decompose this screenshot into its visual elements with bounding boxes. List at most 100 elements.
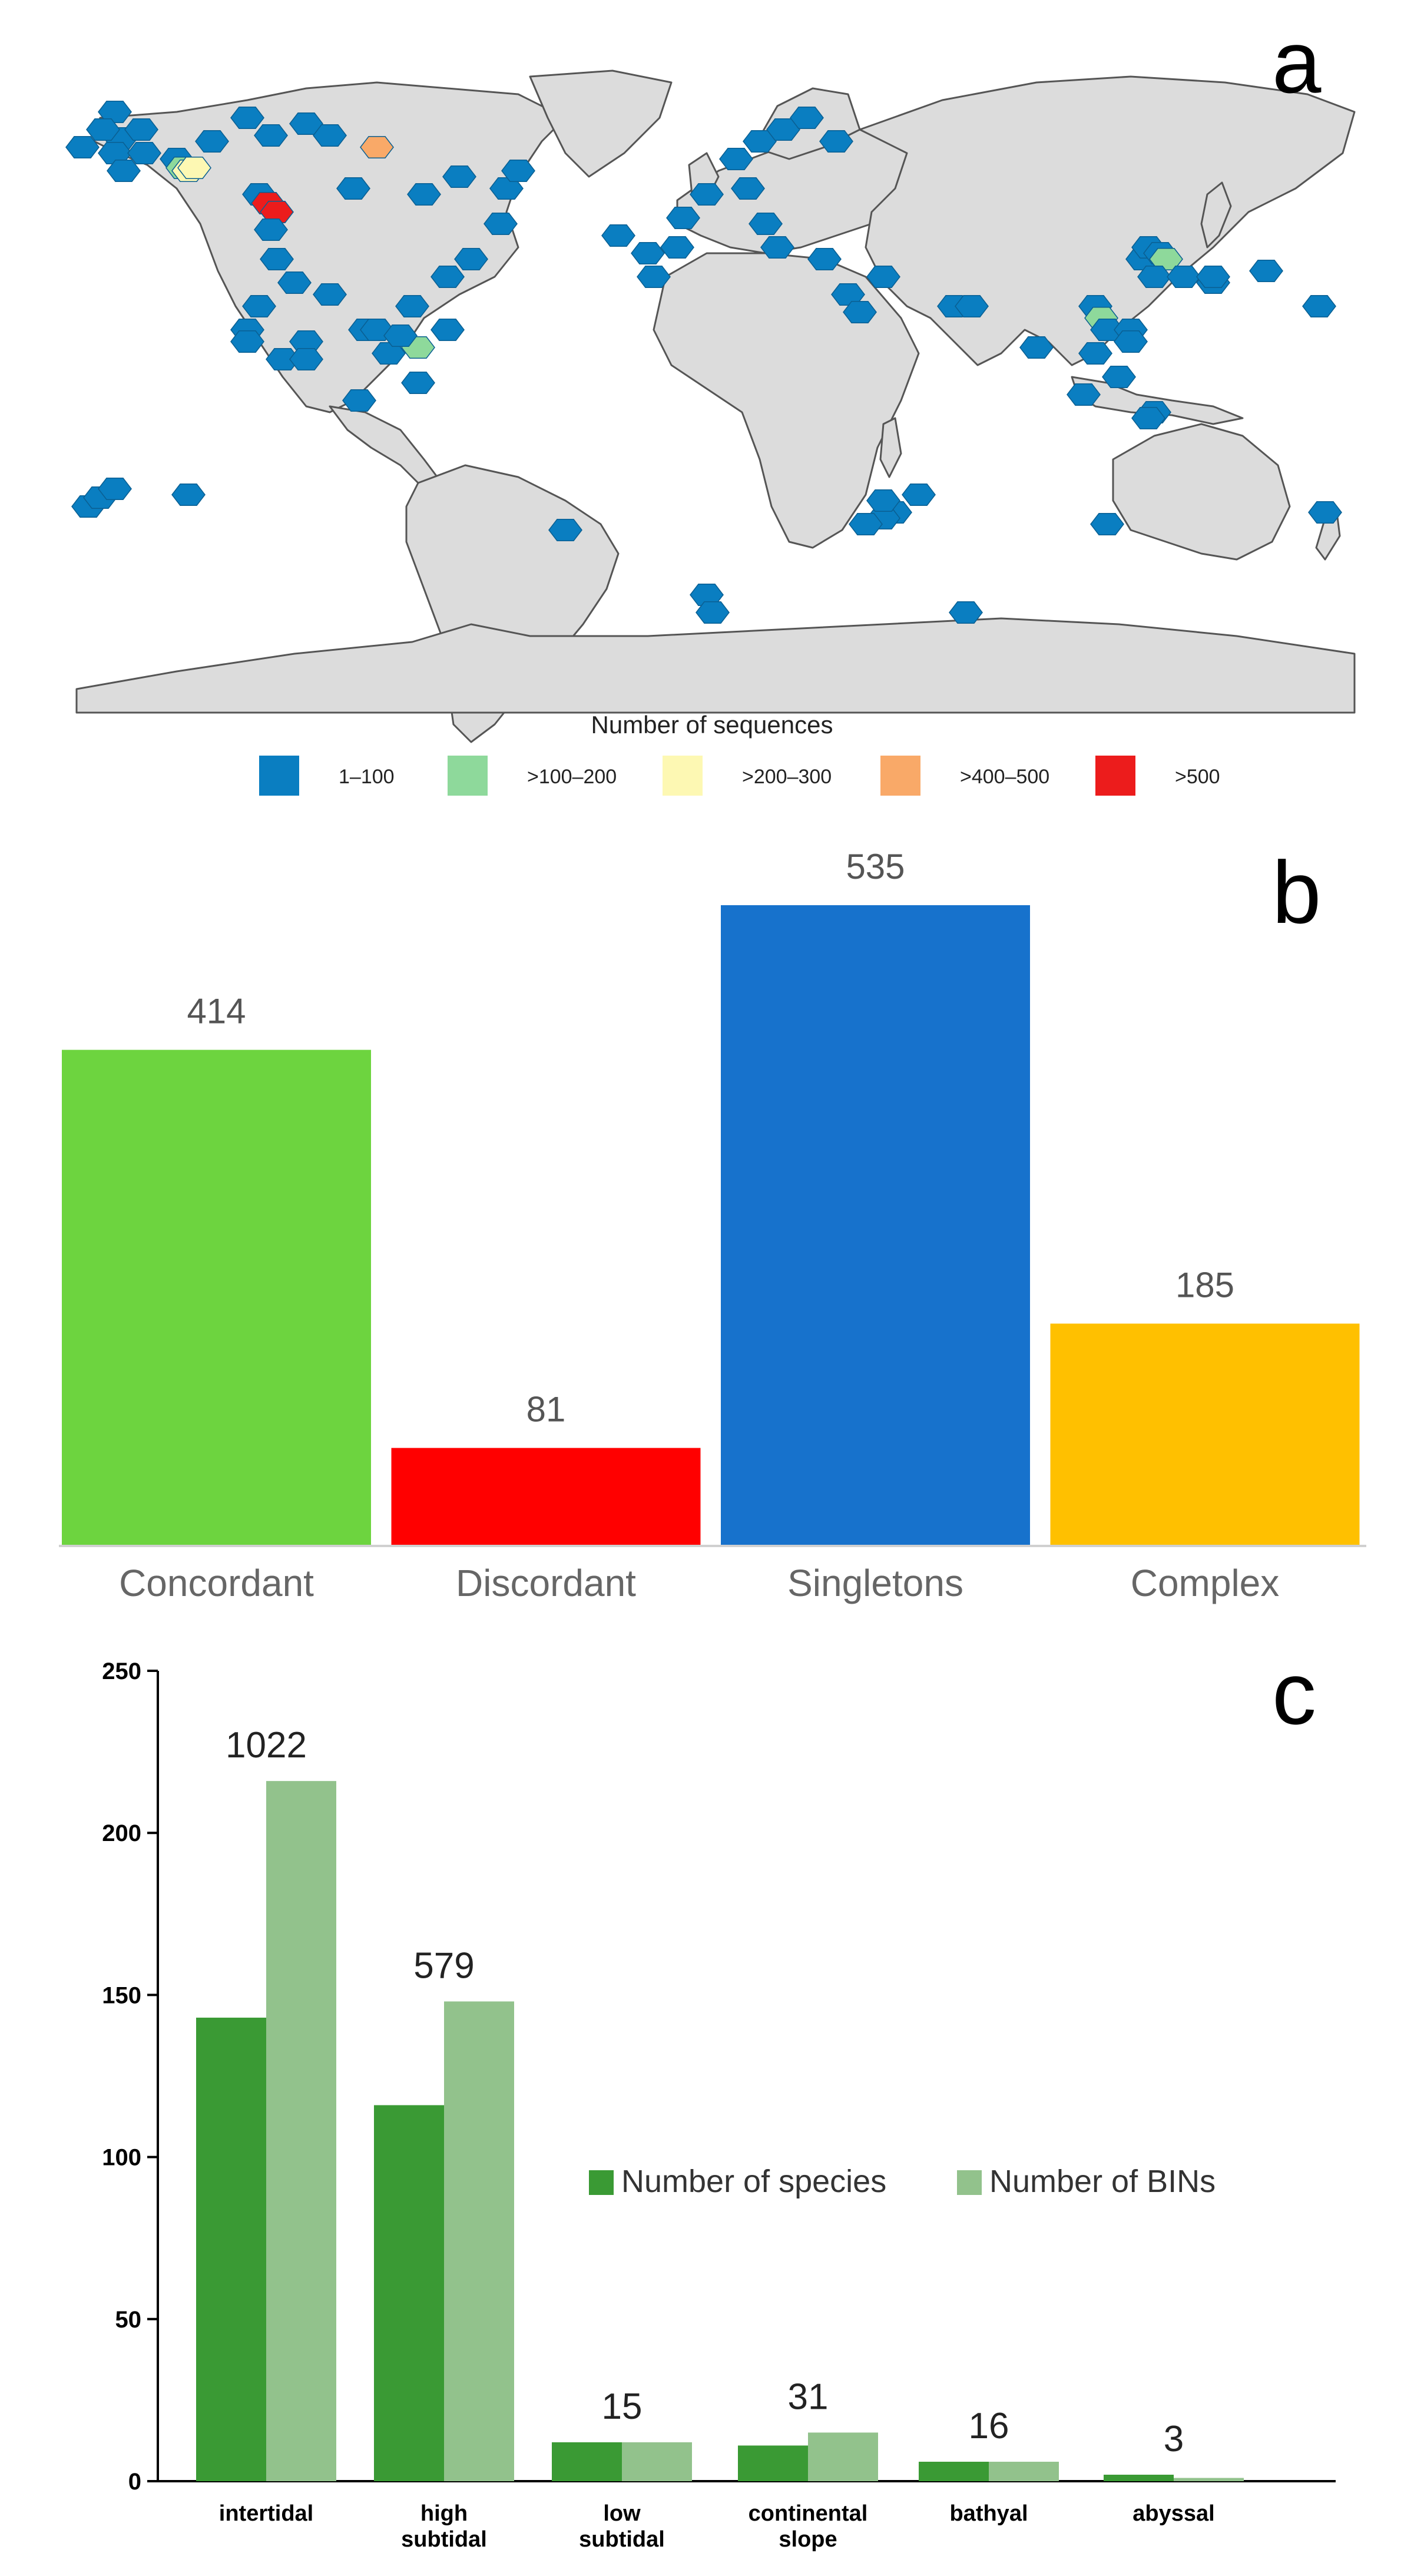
map-legend-title: Number of sequences xyxy=(591,711,833,739)
map-hex-cell xyxy=(107,160,141,182)
land-japan xyxy=(1200,181,1232,249)
bar-species-low-subtidal xyxy=(552,2442,622,2481)
category-label-bathyal: bathyal xyxy=(949,2501,1028,2526)
map-hex-cell xyxy=(407,183,441,206)
bar-bins-abyssal xyxy=(1174,2478,1244,2481)
land-greenland xyxy=(529,69,673,178)
map-hex-cell xyxy=(866,489,900,512)
bar-species-bathyal xyxy=(919,2461,989,2481)
map-hex-cell xyxy=(171,484,206,506)
panel-b-chart: b 414 Concordant 81 Discordant 535 Singletons… xyxy=(0,825,1424,1614)
map-hex-cell xyxy=(902,484,936,506)
map-hex-cell xyxy=(430,266,465,288)
map-hex-cell xyxy=(1102,366,1136,388)
legend-swatch-5 xyxy=(1095,756,1135,796)
category-label-discordant: Discordant xyxy=(456,1562,636,1604)
land-madagascar xyxy=(879,417,902,478)
map-hex-cell xyxy=(430,319,465,341)
legend-swatch-2 xyxy=(448,756,488,796)
panel-c-chart: c 0 50 100 150 200 250 1022 intertidal 579 high su… xyxy=(0,1614,1424,2573)
map-hex-cell xyxy=(177,157,211,179)
map-hex-cell xyxy=(395,295,429,317)
legend-swatch-species xyxy=(589,2170,614,2195)
legend-label-2: >100–200 xyxy=(527,766,617,788)
map-hex-cell xyxy=(1067,383,1101,406)
legend-label-5: >500 xyxy=(1175,766,1220,788)
map-hex-cell xyxy=(277,271,312,294)
category-label-continental-slope: slope xyxy=(779,2527,837,2552)
map-hex-cell xyxy=(1308,501,1342,524)
map-hex-cell xyxy=(760,236,794,259)
map-hex-cell xyxy=(342,389,376,412)
map-hex-cell xyxy=(866,266,900,288)
panel-letter-b: b xyxy=(1272,843,1322,942)
map-hex-cell xyxy=(230,107,264,129)
map-hex-cell xyxy=(1196,266,1230,288)
map-hex-cell xyxy=(631,242,665,264)
chart-b-svg: 414 Concordant 81 Discordant 535 Singletons 18… xyxy=(59,847,1366,1604)
bar-species-intertidal xyxy=(196,2017,266,2481)
land-antarctica xyxy=(75,617,1356,714)
map-hex-cell xyxy=(86,118,120,141)
map-hex-cell xyxy=(790,107,824,129)
bar-complex xyxy=(1050,1323,1360,1545)
map-hex-cell xyxy=(548,519,582,541)
map-hex-cell xyxy=(1137,266,1171,288)
data-label-intertidal: 1022 xyxy=(226,1725,307,1766)
map-hex-cell xyxy=(819,130,853,153)
category-label-continental-slope: continental xyxy=(749,2501,868,2526)
map-legend: 1–100 >100–200 >200–300 >400–500 >500 xyxy=(259,756,1220,796)
land-australia xyxy=(1112,423,1291,561)
bar-species-high-subtidal xyxy=(374,2105,444,2481)
bar-concordant xyxy=(62,1049,371,1545)
map-hex-cell xyxy=(195,130,229,153)
world-map: Number of sequences 1–100 >100–200 >200–30… xyxy=(65,69,1356,796)
map-hex-cell xyxy=(1167,266,1201,288)
map-hex-cell xyxy=(260,201,294,223)
map-hex-cell xyxy=(266,348,300,370)
map-hex-cell xyxy=(98,101,132,123)
map-hex-cell xyxy=(1114,330,1148,353)
map-hex-cell xyxy=(731,177,765,200)
data-label-singletons: 535 xyxy=(846,847,905,886)
y-tick-label: 100 xyxy=(102,2145,141,2171)
map-hex-cell xyxy=(254,124,288,147)
map-hex-cell xyxy=(666,207,700,229)
bar-bins-bathyal xyxy=(989,2461,1059,2481)
bar-bins-high-subtidal xyxy=(444,2001,514,2481)
map-hex-cell xyxy=(401,372,435,394)
legend-label-bins: Number of BINs xyxy=(989,2164,1216,2199)
map-hex-cell xyxy=(454,248,488,270)
legend-label-4: >400–500 xyxy=(960,766,1049,788)
map-hex-cell xyxy=(637,266,671,288)
panel-letter-c: c xyxy=(1272,1644,1316,1743)
legend-swatch-bins xyxy=(957,2170,982,2195)
map-hex-cell xyxy=(843,301,877,323)
map-hex-cell xyxy=(955,295,989,317)
legend-swatch-4 xyxy=(880,756,920,796)
map-hex-cell xyxy=(849,513,883,535)
map-hex-cell xyxy=(336,177,370,200)
map-hex-cell xyxy=(383,325,418,347)
map-hex-cell xyxy=(719,148,753,170)
bar-bins-intertidal xyxy=(266,1781,336,2481)
map-hex-cell xyxy=(254,218,288,241)
legend-swatch-1 xyxy=(259,756,299,796)
map-hex-cell xyxy=(601,224,635,247)
y-tick-label: 50 xyxy=(115,2307,142,2333)
map-hex-cell xyxy=(749,213,783,235)
map-hex-cell xyxy=(949,601,983,624)
legend-label-1: 1–100 xyxy=(339,766,395,788)
bar-species-continental-slope xyxy=(738,2445,808,2481)
data-label-low-subtidal: 15 xyxy=(602,2386,643,2427)
map-hex-cell xyxy=(230,330,264,353)
legend-swatch-3 xyxy=(663,756,703,796)
legend-label-species: Number of species xyxy=(621,2164,886,2199)
category-label-high-subtidal: subtidal xyxy=(401,2527,487,2552)
map-hex-cell xyxy=(1019,336,1054,359)
map-hex-cell xyxy=(484,213,518,235)
map-hex-cell xyxy=(1131,407,1165,429)
bar-singletons xyxy=(721,905,1030,1545)
chart-c-svg: 0501001502002501022intertidal579highsubt… xyxy=(102,1658,1336,2552)
map-hex-cell xyxy=(65,136,100,158)
